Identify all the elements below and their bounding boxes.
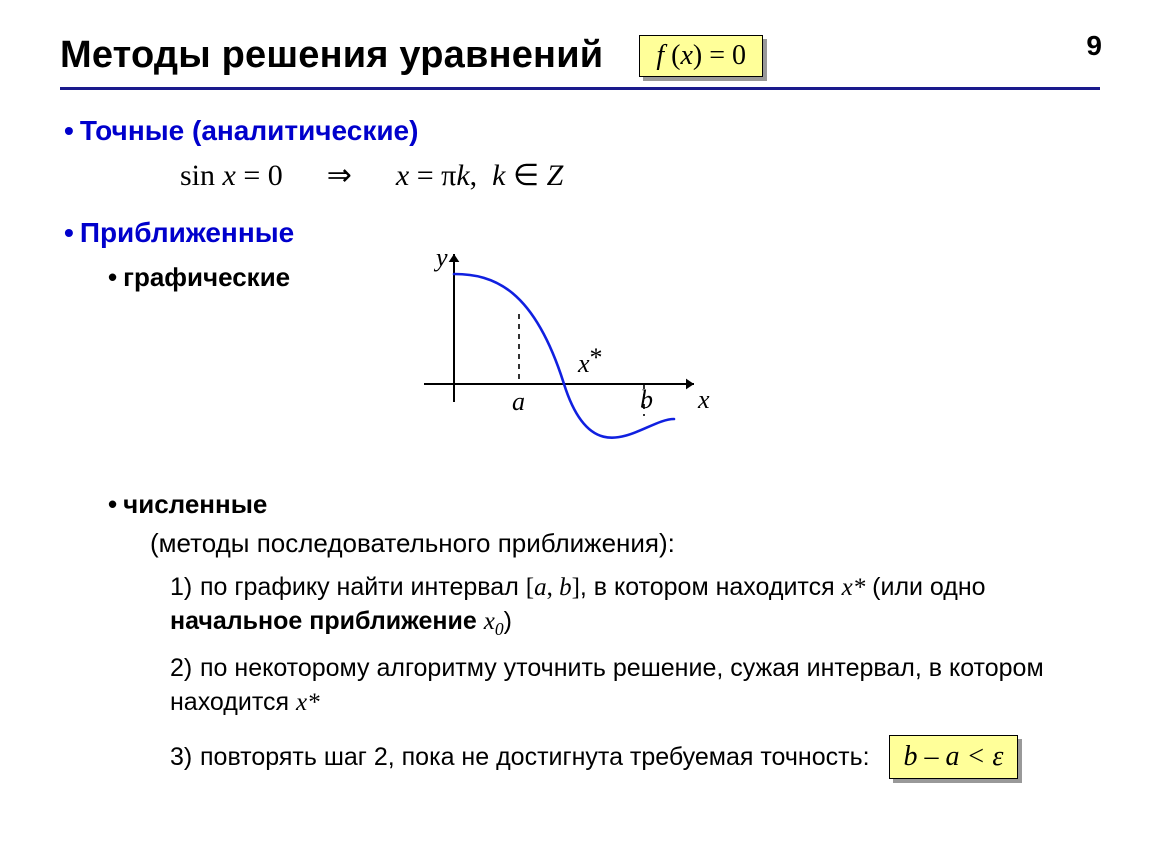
label-y: y	[436, 240, 448, 275]
label-xstar: x*	[578, 346, 603, 381]
title-rule	[60, 87, 1100, 90]
step-1-text: по графику найти интервал [a, b], в кото…	[170, 573, 986, 635]
step-1: 1)по графику найти интервал [a, b], в ко…	[170, 571, 1070, 641]
label-x: x	[698, 382, 710, 417]
step-3-text: повторять шаг 2, пока не достигнута треб…	[200, 743, 870, 771]
formula-left: sin x = 0	[180, 156, 283, 197]
step-2: 2)по некоторому алгоритму уточнить решен…	[170, 652, 1070, 720]
step-2-text: по некоторому алгоритму уточнить решение…	[170, 654, 1044, 716]
bullet-exact-label: Точные (аналитические)	[80, 115, 419, 146]
step-3: 3)повторять шаг 2, пока не достигнута тр…	[170, 729, 1070, 779]
graph-svg	[414, 244, 714, 444]
graph: y x a b x*	[414, 244, 714, 444]
page-number: 9	[1086, 30, 1102, 62]
sub-numeric: •численные	[108, 487, 1100, 522]
slide-title: Методы решения уравнений	[60, 34, 603, 77]
sub-numeric-label: численные	[123, 489, 267, 519]
formula-right: x = πk, k ∈ Z	[396, 156, 563, 197]
title-row: Методы решения уравнений f (x) = 0	[60, 34, 1100, 77]
precision-badge: b – a < ε	[889, 735, 1019, 779]
content-area: •Точные (аналитические) sin x = 0 ⇒ x = …	[60, 112, 1100, 779]
sub-graphical-label: графические	[123, 262, 290, 292]
steps: 1)по графику найти интервал [a, b], в ко…	[170, 571, 1100, 779]
exact-formula: sin x = 0 ⇒ x = πk, k ∈ Z	[180, 156, 1100, 197]
sub-graphical: •графические	[108, 260, 294, 295]
formula-arrow: ⇒	[327, 156, 352, 197]
sub-numeric-desc: (методы последовательного приближения):	[150, 526, 1100, 561]
equation-badge: f (x) = 0	[639, 35, 763, 77]
label-b: b	[640, 382, 653, 417]
bullet-approximate-label: Приближенные	[80, 217, 294, 248]
label-a: a	[512, 384, 525, 419]
bullet-approximate: •Приближенные	[64, 214, 294, 252]
bullet-exact: •Точные (аналитические)	[64, 112, 1100, 150]
